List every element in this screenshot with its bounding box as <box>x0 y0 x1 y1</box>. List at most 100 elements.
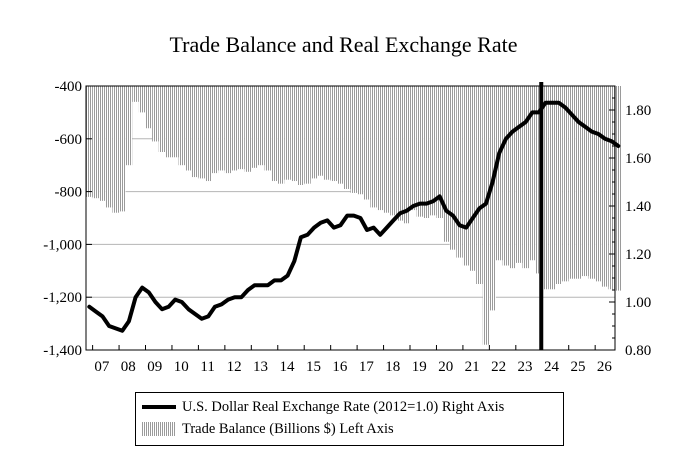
trade-balance-bar <box>211 86 219 174</box>
trade-balance-bar <box>310 86 318 179</box>
left-axis-tick-label: -1,400 <box>43 343 82 359</box>
left-axis-tick-label: -600 <box>55 132 83 148</box>
trade-balance-bar <box>436 86 443 218</box>
x-axis-tick-label: 13 <box>253 359 268 375</box>
trade-balance-bar <box>158 86 166 152</box>
trade-balance-bar <box>370 86 377 208</box>
x-axis-tick-label: 14 <box>279 359 295 375</box>
trade-balance-bar <box>125 86 133 166</box>
trade-balance-bar <box>324 86 331 180</box>
trade-balance-bar <box>568 86 576 279</box>
trade-balance-bar <box>615 86 622 291</box>
trade-balance-bar <box>390 86 397 216</box>
trade-balance-bar <box>509 86 516 269</box>
x-axis-tick-label: 25 <box>570 359 585 375</box>
trade-balance-bar <box>105 86 113 208</box>
trade-balance-bar <box>244 86 252 172</box>
trade-balance-bar <box>581 86 589 277</box>
trade-balance-bars <box>86 86 622 345</box>
trade-balance-bar <box>178 86 186 166</box>
left-axis-tick-label: -400 <box>55 79 83 95</box>
trade-balance-bar <box>218 86 225 171</box>
trade-balance-bar <box>343 86 351 189</box>
trade-balance-bar <box>476 86 483 284</box>
chart-title: Trade Balance and Real Exchange Rate <box>169 32 518 57</box>
trade-balance-bar <box>410 86 417 211</box>
trade-balance-bar <box>337 86 344 184</box>
trade-balance-bar <box>423 86 430 218</box>
trade-balance-bar <box>92 86 100 199</box>
trade-balance-bar <box>443 86 450 242</box>
legend-label-exchange-rate: U.S. Dollar Real Exchange Rate (2012=1.0… <box>182 398 505 415</box>
right-axis-tick-label: 1.20 <box>625 247 651 263</box>
x-axis-tick-label: 21 <box>465 359 480 375</box>
trade-balance-bar <box>112 86 119 213</box>
axes: -400 -600 -800 -1,000 -1,200 -1,400 1.80 1.60 1.… <box>43 79 651 375</box>
trade-balance-bar <box>376 86 384 211</box>
trade-balance-bar <box>99 86 106 201</box>
trade-balance-bar <box>363 86 371 200</box>
trade-balance-bar <box>548 86 556 290</box>
x-axis-tick-label: 09 <box>147 359 162 375</box>
trade-balance-bar <box>522 86 529 269</box>
trade-balance-bar <box>588 86 596 279</box>
trade-balance-bar <box>198 86 205 179</box>
left-axis-tick-label: -800 <box>55 185 83 201</box>
left-axis-tick-label: -1,200 <box>43 290 82 306</box>
trade-balance-bar <box>535 86 543 274</box>
trade-balance-bar <box>515 86 523 263</box>
x-axis-tick-label: 15 <box>306 359 321 375</box>
legend: U.S. Dollar Real Exchange Rate (2012=1.0… <box>135 392 564 446</box>
x-axis-tick-label: 11 <box>200 359 214 375</box>
trade-balance-bar <box>152 86 159 142</box>
x-axis-tick-label: 18 <box>385 359 400 375</box>
x-axis-tick-label: 22 <box>491 359 506 375</box>
trade-balance-bar <box>542 86 549 290</box>
trade-balance-bar <box>238 86 245 170</box>
right-axis-tick-label: 1.80 <box>625 103 651 119</box>
x-axis-tick-label: 19 <box>412 359 427 375</box>
trade-balance-bar <box>449 86 457 250</box>
trade-balance-bar <box>416 86 424 217</box>
trade-balance-bar <box>317 86 324 176</box>
x-axis-tick-label: 08 <box>121 359 136 375</box>
legend-entry-trade-balance: Trade Balance (Billions $) Left Axis <box>142 420 394 438</box>
trade-balance-bar <box>132 86 139 102</box>
x-axis-tick-label: 20 <box>438 359 453 375</box>
trade-balance-bar <box>271 86 278 182</box>
trade-balance-bar <box>555 86 563 284</box>
trade-balance-bar <box>601 86 609 287</box>
trade-balance-bar <box>429 86 437 216</box>
right-axis-tick-label: 0.80 <box>625 343 651 359</box>
trade-balance-bar <box>502 86 510 266</box>
trade-balance-bar <box>290 86 298 182</box>
x-axis-tick-label: 07 <box>94 359 110 375</box>
trade-balance-bar <box>145 86 153 129</box>
legend-line-swatch <box>142 405 176 409</box>
legend-label-trade-balance: Trade Balance (Billions $) Left Axis <box>182 420 394 437</box>
right-axis-tick-label: 1.60 <box>625 151 651 167</box>
trade-balance-bar <box>224 86 232 174</box>
trade-balance-bar <box>495 86 503 261</box>
trade-balance-bar <box>482 86 490 345</box>
trade-balance-bar <box>330 86 338 182</box>
legend-bar-swatch <box>142 422 176 436</box>
x-axis-tick-label: 10 <box>174 359 189 375</box>
trade-balance-bar <box>231 86 239 171</box>
trade-balance-bar <box>191 86 199 178</box>
trade-balance-bar <box>138 86 146 113</box>
x-axis-tick-label: 16 <box>332 359 348 375</box>
trade-balance-bar <box>608 86 615 290</box>
trade-balance-bar <box>595 86 602 282</box>
trade-balance-bar <box>469 86 477 271</box>
trade-balance-bar <box>357 86 364 195</box>
trade-balance-bar <box>284 86 291 180</box>
trade-balance-bar <box>205 86 212 182</box>
trade-balance-bar <box>350 86 358 193</box>
trade-balance-bar <box>171 86 179 158</box>
trade-balance-bar <box>562 86 569 282</box>
trade-balance-bar <box>489 86 496 311</box>
trade-balance-bar <box>86 86 93 197</box>
